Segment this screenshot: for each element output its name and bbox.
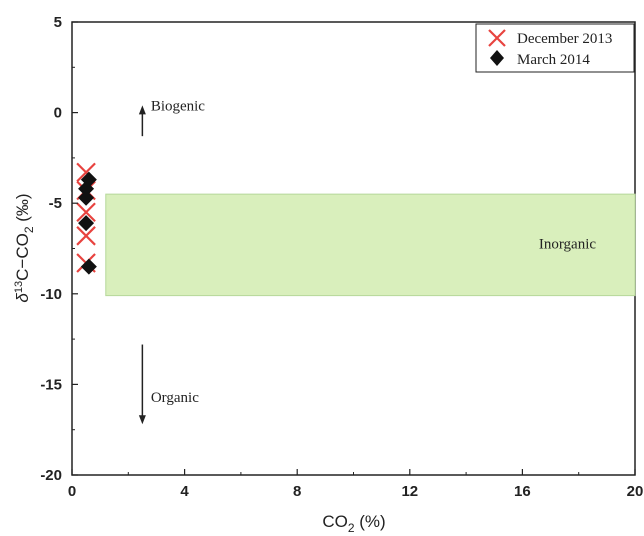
inorganic-region	[105, 193, 636, 297]
legend-marker-december-2013	[488, 29, 506, 47]
point-march-2014	[80, 258, 97, 275]
point-december-2013	[76, 226, 96, 246]
x-tick-label: 20	[627, 483, 644, 500]
data-points-layer	[76, 162, 97, 275]
legend-label-december-2013: December 2013	[517, 31, 612, 47]
y-tick-label: 5	[54, 14, 62, 31]
point-december-2013	[76, 202, 96, 223]
y-tick-label: -20	[40, 467, 62, 484]
y-tick-label: -10	[40, 286, 62, 303]
point-march-2014	[78, 180, 95, 197]
legend-label-march-2014: March 2014	[517, 52, 590, 68]
x-tick-label: 0	[68, 483, 76, 500]
legend-marker-march-2014	[490, 50, 504, 66]
organic-arrow-head	[138, 415, 146, 425]
legend: December 2013 March 2014	[475, 23, 635, 73]
y-tick-label: -15	[40, 376, 62, 393]
y-tick-label: 0	[54, 105, 62, 122]
organic-label: Organic	[151, 390, 199, 406]
y-tick-label: -5	[49, 195, 62, 212]
x-tick-label: 8	[293, 483, 301, 500]
point-march-2014	[78, 215, 95, 232]
biogenic-label: Biogenic	[151, 98, 205, 114]
x-tick-label: 12	[401, 483, 418, 500]
x-tick-label: 4	[180, 483, 189, 500]
inorganic-region-layer: Inorganic	[105, 193, 636, 297]
biogenic-arrow-head	[138, 105, 146, 115]
x-tick-label: 16	[514, 483, 531, 500]
annotation-layer: Biogenic Organic	[138, 98, 205, 425]
tick-layer: 0 4 8 12 16 20 5 0 -5 -10 -15 -20	[40, 14, 643, 500]
y-axis-title: δ13C−CO2 (‰)	[13, 193, 36, 302]
x-axis-title: CO2 (%)	[322, 512, 385, 535]
inorganic-label: Inorganic	[539, 237, 597, 253]
point-march-2014	[78, 189, 95, 206]
